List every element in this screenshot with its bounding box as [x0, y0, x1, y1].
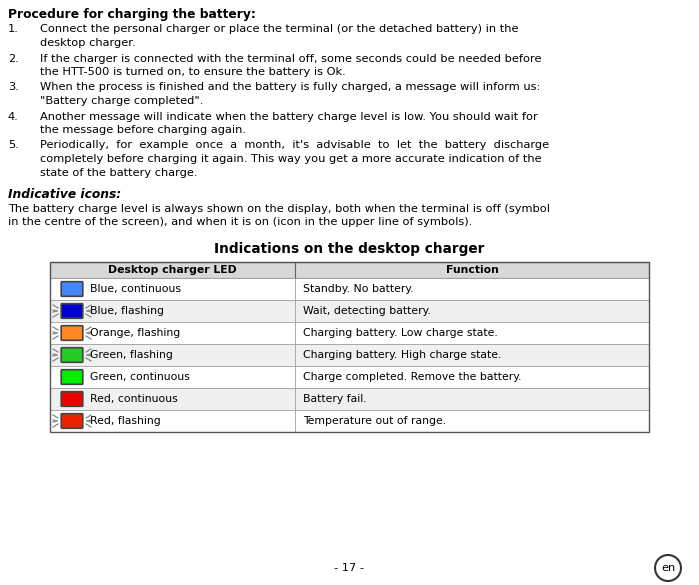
Text: "Battery charge completed".: "Battery charge completed". [40, 96, 203, 106]
Text: en: en [661, 563, 675, 573]
Text: the HTT-500 is turned on, to ensure the battery is Ok.: the HTT-500 is turned on, to ensure the … [40, 67, 346, 77]
Text: Periodically,  for  example  once  a  month,  it's  advisable  to  let  the  bat: Periodically, for example once a month, … [40, 140, 549, 150]
Bar [50, 410, 295, 432]
FancyBboxPatch shape [62, 414, 82, 428]
Text: Green, flashing: Green, flashing [90, 350, 173, 360]
Circle shape [655, 555, 681, 581]
Text: The battery charge level is always shown on the display, both when the terminal : The battery charge level is always shown… [8, 204, 550, 214]
Bar [50, 344, 295, 366]
Text: When the process is finished and the battery is fully charged, a message will in: When the process is finished and the bat… [40, 82, 540, 92]
FancyBboxPatch shape [62, 282, 82, 296]
Bar [50, 278, 295, 300]
FancyBboxPatch shape [62, 392, 82, 407]
Bar [295, 410, 649, 432]
Text: 2.: 2. [8, 53, 19, 64]
Bar [295, 278, 649, 300]
Bar [295, 322, 649, 344]
Text: 1.: 1. [8, 25, 19, 35]
Text: 5.: 5. [8, 140, 19, 150]
Bar [50, 388, 295, 410]
Text: Charging battery. Low charge state.: Charging battery. Low charge state. [303, 328, 498, 338]
Bar [295, 388, 649, 410]
Text: state of the battery charge.: state of the battery charge. [40, 167, 198, 177]
Bar [50, 322, 295, 344]
Bar [50, 300, 295, 322]
Text: Wait, detecting battery.: Wait, detecting battery. [303, 306, 431, 316]
Text: Blue, flashing: Blue, flashing [90, 306, 164, 316]
Text: Function: Function [445, 265, 498, 275]
Bar [295, 300, 649, 322]
Text: in the centre of the screen), and when it is on (icon in the upper line of symbo: in the centre of the screen), and when i… [8, 217, 473, 227]
Text: - 17 -: - 17 - [335, 563, 364, 573]
Text: Temperature out of range.: Temperature out of range. [303, 416, 446, 426]
Text: Procedure for charging the battery:: Procedure for charging the battery: [8, 8, 256, 21]
Text: Charging battery. High charge state.: Charging battery. High charge state. [303, 350, 501, 360]
Text: 4.: 4. [8, 112, 19, 122]
Text: Green, continuous: Green, continuous [90, 372, 190, 382]
Bar [295, 344, 649, 366]
Text: Indicative icons:: Indicative icons: [8, 188, 121, 201]
FancyBboxPatch shape [62, 370, 82, 384]
FancyBboxPatch shape [62, 347, 82, 362]
FancyBboxPatch shape [62, 304, 82, 318]
Bar [50, 262, 295, 278]
Bar [50, 262, 649, 432]
Text: Charge completed. Remove the battery.: Charge completed. Remove the battery. [303, 372, 521, 382]
Bar [295, 366, 649, 388]
Text: Desktop charger LED: Desktop charger LED [108, 265, 237, 275]
Text: If the charger is connected with the terminal off, some seconds could be needed : If the charger is connected with the ter… [40, 53, 542, 64]
Text: completely before charging it again. This way you get a more accurate indication: completely before charging it again. Thi… [40, 154, 542, 164]
Text: the message before charging again.: the message before charging again. [40, 125, 246, 135]
Bar [50, 366, 295, 388]
Text: Indications on the desktop charger: Indications on the desktop charger [215, 243, 484, 256]
Text: Red, continuous: Red, continuous [90, 394, 178, 404]
Text: Battery fail.: Battery fail. [303, 394, 366, 404]
Text: Blue, continuous: Blue, continuous [90, 284, 181, 294]
Text: Connect the personal charger or place the terminal (or the detached battery) in : Connect the personal charger or place th… [40, 25, 519, 35]
Text: Red, flashing: Red, flashing [90, 416, 161, 426]
Text: Orange, flashing: Orange, flashing [90, 328, 180, 338]
Text: 3.: 3. [8, 82, 19, 92]
Text: desktop charger.: desktop charger. [40, 38, 136, 48]
Text: Standby. No battery.: Standby. No battery. [303, 284, 414, 294]
FancyBboxPatch shape [62, 326, 82, 340]
Text: Another message will indicate when the battery charge level is low. You should w: Another message will indicate when the b… [40, 112, 538, 122]
Bar [295, 262, 649, 278]
